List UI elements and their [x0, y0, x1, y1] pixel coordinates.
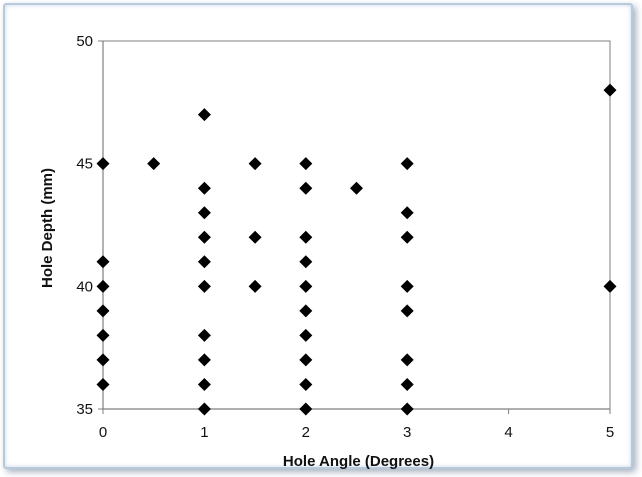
data-point — [603, 83, 617, 97]
data-point — [147, 157, 161, 171]
data-point — [96, 279, 110, 293]
y-tick-label: 45 — [76, 156, 93, 173]
data-point — [197, 255, 211, 269]
data-point — [197, 279, 211, 293]
data-point — [299, 230, 313, 244]
data-point — [603, 279, 617, 293]
x-tick-label: 1 — [200, 424, 208, 441]
x-tick-label: 2 — [302, 424, 310, 441]
data-point — [197, 181, 211, 195]
data-point — [400, 206, 414, 220]
data-point — [299, 402, 313, 416]
data-point — [299, 377, 313, 391]
x-tick-label: 3 — [403, 424, 411, 441]
data-point — [299, 157, 313, 171]
data-point — [96, 304, 110, 318]
data-point — [197, 206, 211, 220]
data-point — [400, 402, 414, 416]
data-point — [96, 353, 110, 367]
y-axis-title: Hole Depth (mm) — [39, 168, 56, 288]
data-point — [197, 377, 211, 391]
data-point — [197, 328, 211, 342]
data-point — [400, 377, 414, 391]
data-point — [96, 328, 110, 342]
data-point — [299, 304, 313, 318]
data-point — [299, 279, 313, 293]
x-tick-label: 5 — [606, 424, 614, 441]
data-point — [400, 304, 414, 318]
data-point — [299, 328, 313, 342]
data-point — [197, 402, 211, 416]
data-point — [400, 279, 414, 293]
x-tick-label: 4 — [504, 424, 512, 441]
data-point — [96, 377, 110, 391]
data-point — [197, 353, 211, 367]
data-point — [350, 181, 363, 195]
x-tick-label: 0 — [99, 424, 107, 441]
y-tick-label: 40 — [76, 278, 93, 295]
data-point — [299, 255, 313, 269]
data-point — [299, 353, 313, 367]
y-tick-label: 35 — [76, 401, 93, 418]
data-point — [400, 353, 414, 367]
x-axis-title: Hole Angle (Degrees) — [283, 453, 434, 470]
data-point — [400, 230, 414, 244]
y-tick-label: 50 — [76, 33, 93, 50]
data-point — [248, 279, 262, 293]
chart-frame — [3, 3, 633, 469]
data-point — [299, 181, 313, 195]
data-point — [96, 255, 110, 269]
data-point — [248, 230, 262, 244]
data-point — [197, 108, 211, 122]
plot-border — [102, 40, 611, 410]
data-point — [96, 157, 110, 171]
data-point — [248, 157, 262, 171]
data-point — [197, 230, 211, 244]
data-point — [400, 157, 414, 171]
